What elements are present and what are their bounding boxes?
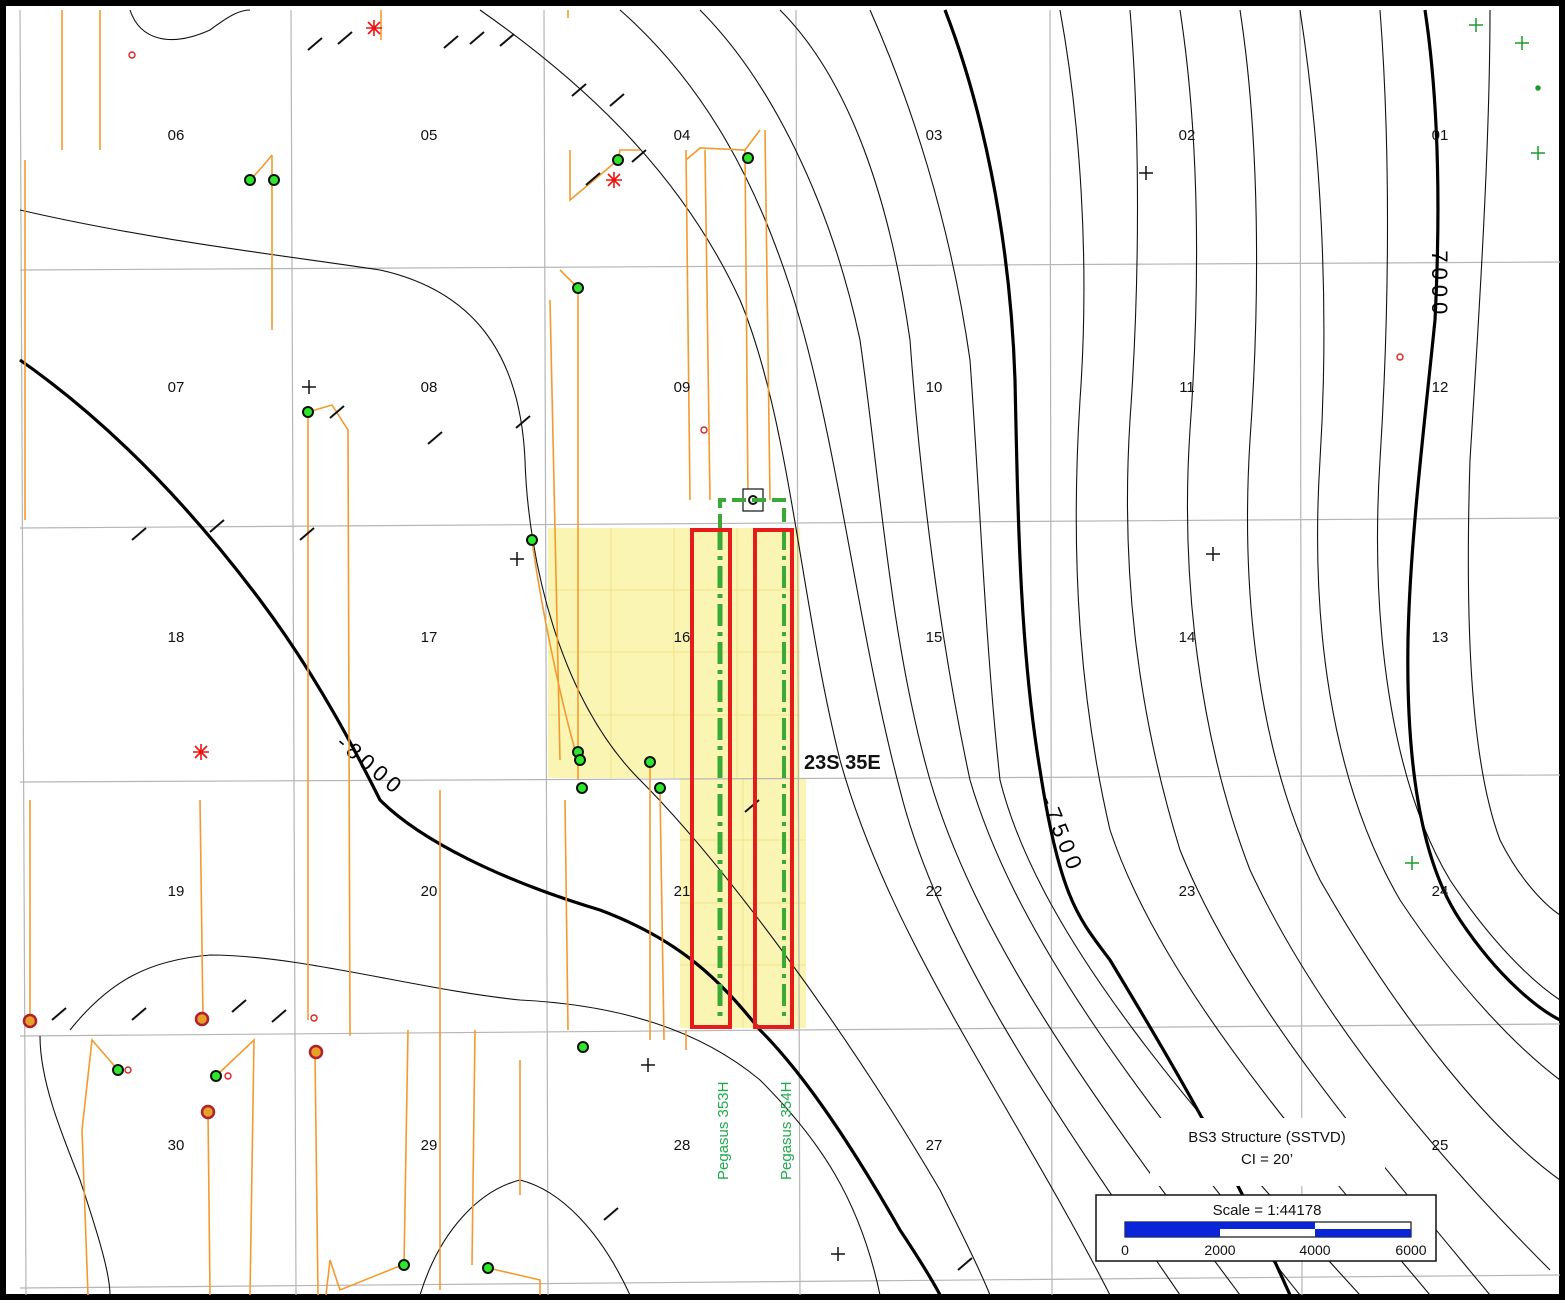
- existing-laterals: [24, 10, 771, 1296]
- well-label-354h: Pegasus 354H: [778, 1082, 795, 1180]
- section-label: 05: [421, 127, 438, 144]
- plugged-wells: [22, 1011, 324, 1120]
- section-label: 22: [926, 883, 943, 900]
- scale-seg-3: [1125, 1229, 1220, 1237]
- red-star-symbols: [193, 20, 622, 760]
- deviated-well-symbols: [51, 31, 973, 1271]
- contour-lines: [19, 9, 1561, 1296]
- scale-tick-0: 0: [1121, 1242, 1129, 1258]
- section-label: 27: [926, 1137, 943, 1154]
- section-label: 08: [421, 379, 438, 396]
- section-label: 15: [926, 629, 943, 646]
- legend-box: [1150, 1118, 1385, 1186]
- section-label: 14: [1179, 629, 1196, 646]
- scale-tick-2000: 2000: [1204, 1242, 1235, 1258]
- section-label: 24: [1432, 883, 1449, 900]
- unit-box-353h[interactable]: [690, 528, 732, 1029]
- section-label: 02: [1179, 127, 1196, 144]
- section-label: 20: [421, 883, 438, 900]
- well-label-353h: Pegasus 353H: [715, 1082, 732, 1180]
- scale-tick-6000: 6000: [1395, 1242, 1426, 1258]
- scale-tick-4000: 4000: [1299, 1242, 1330, 1258]
- section-label: 04: [674, 127, 691, 144]
- legend: BS3 Structure (SSTVD) CI = 20’: [1150, 1118, 1385, 1186]
- section-label: 03: [926, 127, 943, 144]
- small-wells: [124, 51, 1404, 1080]
- scale-seg-2: [1220, 1222, 1315, 1229]
- section-label: 01: [1432, 127, 1449, 144]
- contour-label-7000: -7000: [1427, 238, 1452, 319]
- section-label: 17: [421, 629, 438, 646]
- section-label: 29: [421, 1137, 438, 1154]
- section-label: 07: [168, 379, 185, 396]
- proposed-well-paths[interactable]: [717, 498, 786, 1020]
- section-label: 19: [168, 883, 185, 900]
- section-label: 11: [1179, 379, 1195, 396]
- section-label: 16: [674, 629, 691, 646]
- section-label: 23: [1179, 883, 1196, 900]
- section-label: 09: [674, 379, 691, 396]
- legend-ci: CI = 20’: [1241, 1151, 1293, 1168]
- township-label: 23S 35E: [804, 752, 881, 774]
- scale-seg-1: [1125, 1222, 1220, 1229]
- section-label: 28: [674, 1137, 691, 1154]
- section-label: 13: [1432, 629, 1449, 646]
- section-label: 10: [926, 379, 943, 396]
- green-wells: [1405, 18, 1545, 870]
- unit-subgrid: [548, 528, 806, 1028]
- scale-label: Scale = 1:44178: [1213, 1202, 1322, 1219]
- section-label: 21: [674, 883, 691, 900]
- dry-hole-symbols: [302, 166, 1220, 1261]
- scale-seg-4: [1315, 1229, 1411, 1237]
- section-label: 06: [168, 127, 185, 144]
- legend-title: BS3 Structure (SSTVD): [1188, 1129, 1346, 1146]
- scale-bar: Scale = 1:44178 0 2000 4000 6000: [1095, 1194, 1437, 1262]
- unit-box-354h[interactable]: [753, 528, 794, 1029]
- section-label: 25: [1432, 1137, 1449, 1154]
- section-label: 30: [168, 1137, 185, 1154]
- section-label: 12: [1432, 379, 1449, 396]
- producing-wells: [112, 152, 754, 1274]
- section-label: 18: [168, 629, 185, 646]
